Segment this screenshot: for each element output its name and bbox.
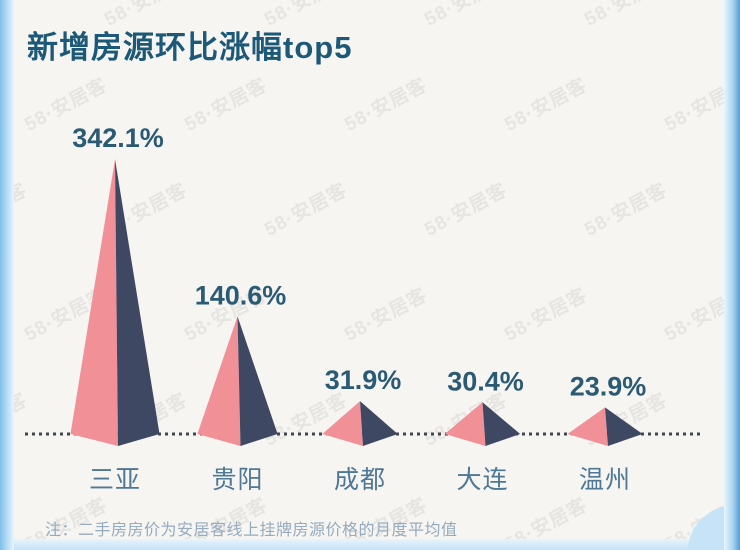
category-label-三亚: 三亚 — [89, 466, 141, 494]
pyramid-right-face-贵阳 — [237, 316, 278, 446]
footnote: 注：二手房房价为安居客线上挂牌房源价格的月度平均值 — [45, 522, 458, 539]
page-edge-bottom — [0, 539, 740, 550]
category-label-贵阳: 贵阳 — [211, 466, 263, 494]
pyramid-right-face-三亚 — [115, 159, 160, 447]
pyramid-left-face-成都 — [322, 401, 363, 446]
pyramid-right-face-大连 — [482, 402, 521, 446]
page-edge-right — [724, 0, 740, 550]
pyramid-right-face-成都 — [360, 401, 398, 446]
value-label-贵阳: 140.6% — [195, 280, 287, 310]
pyramid-left-face-三亚 — [70, 159, 118, 447]
category-label-成都: 成都 — [334, 466, 386, 494]
pyramid-left-face-大连 — [444, 402, 486, 446]
value-label-大连: 30.4% — [447, 366, 524, 396]
chart-title: 新增房源环比涨幅top5 — [27, 30, 353, 65]
pyramid-right-face-温州 — [605, 407, 643, 446]
value-label-成都: 31.9% — [325, 365, 402, 395]
pyramid-left-face-贵阳 — [197, 316, 241, 446]
pyramid-left-face-温州 — [567, 407, 608, 446]
value-label-三亚: 342.1% — [72, 123, 164, 153]
page-edge-left — [0, 0, 14, 550]
value-label-温州: 23.9% — [570, 371, 647, 401]
category-label-温州: 温州 — [579, 466, 631, 494]
category-label-大连: 大连 — [456, 466, 508, 494]
